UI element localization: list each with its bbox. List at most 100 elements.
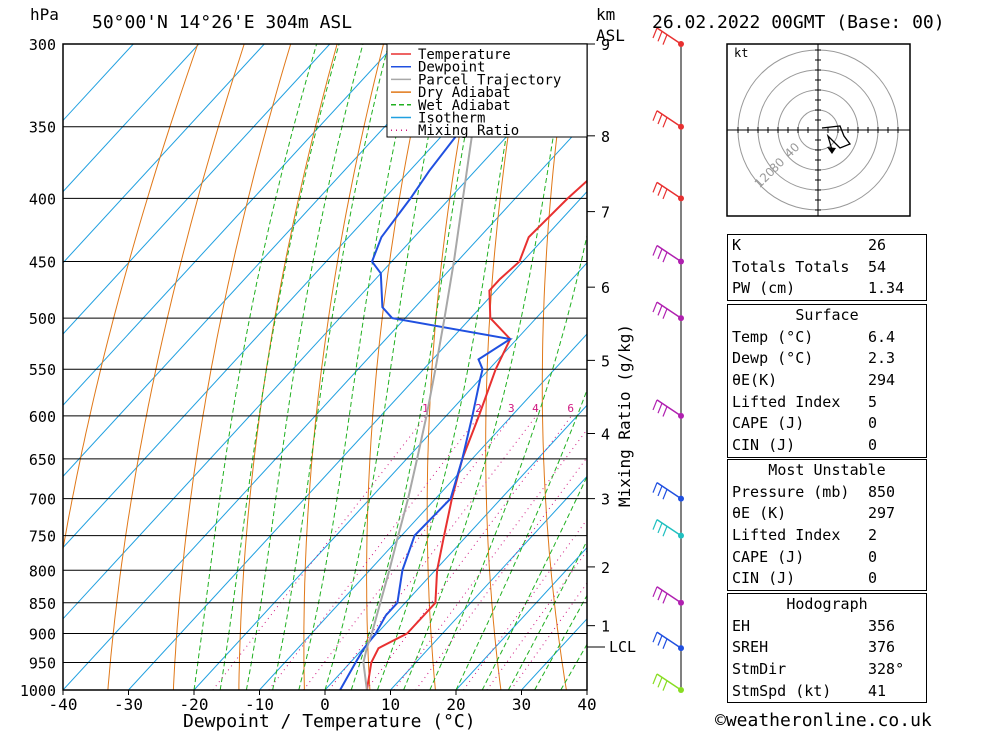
copyright-footer: ©weatheronline.co.uk bbox=[715, 710, 932, 731]
hodograph-arrow bbox=[827, 147, 836, 154]
height-tick-label: 5 bbox=[601, 352, 610, 370]
stat-value: 376 bbox=[868, 638, 896, 657]
stat-value: 26 bbox=[868, 236, 887, 254]
isotherm-line bbox=[455, 546, 587, 690]
stat-value: 356 bbox=[868, 616, 896, 635]
wind-barb-flag bbox=[662, 526, 668, 537]
x-axis-title: Dewpoint / Temperature (°C) bbox=[183, 711, 476, 732]
height-tick-label: 6 bbox=[601, 279, 610, 297]
surface-table: Surface Temp (°C) 6.4 Dewp (°C) 2.3 θE(K) 294 L… bbox=[727, 304, 927, 458]
hodograph-table: Hodograph EH 356 SREH 376 StmDir 328° StmSpd (k… bbox=[727, 593, 927, 704]
isotherm-line bbox=[63, 44, 134, 122]
wind-barb-flag bbox=[662, 117, 668, 128]
wind-barb bbox=[656, 301, 682, 319]
wind-barb-flag bbox=[662, 308, 668, 319]
plot-frame bbox=[62, 43, 588, 691]
legend-label: Parcel Trajectory bbox=[418, 72, 561, 88]
stat-label: CAPE (J) bbox=[732, 547, 805, 566]
indices-table: K 26 Totals Totals 54 PW (cm) 1.34 bbox=[727, 234, 927, 302]
stat-row: StmSpd (kt) 41 bbox=[728, 681, 926, 703]
stat-label: Totals Totals bbox=[732, 257, 850, 276]
stat-label: EH bbox=[732, 616, 751, 635]
stat-row: PW (cm) 1.34 bbox=[728, 278, 926, 300]
pressure-tick-label: 500 bbox=[29, 310, 56, 328]
isotherm-line bbox=[63, 48, 587, 620]
location-label: 50°00'N 14°26'E 304m ASL bbox=[92, 12, 352, 33]
mixing-ratio-line bbox=[393, 428, 587, 690]
stat-row: Lifted Index 5 bbox=[728, 392, 926, 414]
stat-value: 328° bbox=[868, 660, 905, 679]
mixing-ratio-label: 1 bbox=[422, 402, 429, 415]
isotherm-lines bbox=[63, 44, 587, 690]
x-tick-label: -40 bbox=[49, 695, 78, 714]
wet-adiabat-line bbox=[507, 539, 587, 690]
mixing-ratio-line bbox=[463, 518, 587, 690]
stat-row: Dewp (°C) 2.3 bbox=[728, 348, 926, 370]
mixing-ratio-label: 8 bbox=[593, 402, 600, 415]
wind-barb-flag bbox=[657, 402, 663, 414]
stat-label: PW (cm) bbox=[732, 279, 796, 298]
x-tick-label: -20 bbox=[180, 695, 209, 714]
isotherm-line bbox=[63, 44, 265, 264]
stat-row: K 26 bbox=[728, 235, 926, 257]
wind-barb bbox=[656, 110, 682, 128]
stat-row: CIN (J) 0 bbox=[728, 435, 926, 457]
stat-row: Temp (°C) 6.4 bbox=[728, 327, 926, 349]
wind-barb bbox=[656, 519, 682, 537]
x-tick-label: 40 bbox=[577, 695, 596, 714]
stat-label: θE (K) bbox=[732, 504, 787, 523]
stat-value: 0 bbox=[868, 414, 878, 433]
x-tick-label: -10 bbox=[245, 695, 274, 714]
stat-label: θE(K) bbox=[732, 371, 778, 390]
isotherm-line bbox=[128, 190, 587, 690]
series-temperature bbox=[365, 179, 587, 690]
stat-row: CIN (J) 0 bbox=[728, 568, 926, 590]
wind-barb bbox=[656, 244, 682, 263]
wind-barb-flag bbox=[657, 305, 663, 316]
wind-barb bbox=[656, 181, 682, 199]
stat-value: 5 bbox=[868, 392, 878, 411]
stat-label: StmSpd (kt) bbox=[732, 681, 832, 700]
stat-value: 297 bbox=[868, 504, 896, 523]
dry-adiabat-line bbox=[987, 44, 1000, 690]
series-parcel-trajectory bbox=[362, 44, 488, 690]
stat-row: Pressure (mb) 850 bbox=[728, 482, 926, 504]
wind-barb-flag bbox=[652, 182, 658, 193]
pressure-tick-label: 800 bbox=[29, 562, 56, 580]
pressure-tick-label: 650 bbox=[29, 451, 56, 469]
wind-barb bbox=[656, 631, 682, 649]
stat-label: SREH bbox=[732, 638, 769, 657]
dry-adiabat-line bbox=[172, 44, 292, 690]
pressure-tick-label: 700 bbox=[29, 491, 56, 509]
pressure-tick-label: 550 bbox=[29, 361, 56, 379]
wind-barb-flag bbox=[652, 245, 658, 256]
axes-labels: 3003504004505005506006507007508008509009… bbox=[20, 36, 610, 714]
mixing-ratio-label: 3 bbox=[508, 402, 515, 415]
wet-adiabat-line bbox=[350, 44, 484, 690]
wind-barb-flag bbox=[657, 485, 663, 497]
mixing-ratio-line bbox=[510, 582, 587, 690]
wind-barb-flag bbox=[657, 635, 663, 646]
stat-label: Dewp (°C) bbox=[732, 349, 814, 368]
mixing-ratio-line bbox=[486, 550, 587, 690]
mixing-ratio-label: 6 bbox=[567, 402, 574, 415]
stat-row: θE(K) 294 bbox=[728, 370, 926, 392]
mixing-ratio-line bbox=[328, 415, 537, 690]
x-tick-label: 10 bbox=[381, 695, 400, 714]
hodograph-trace bbox=[821, 125, 852, 151]
wind-barb-flag bbox=[657, 185, 663, 196]
wind-barb bbox=[656, 673, 682, 691]
mixing-ratio-line bbox=[415, 456, 587, 690]
height-tick-label: 7 bbox=[601, 204, 610, 222]
stat-row: EH 356 bbox=[728, 616, 926, 638]
dry-adiabat-line bbox=[650, 44, 697, 690]
isotherm-line bbox=[324, 404, 587, 690]
legend-label: Wet Adiabat bbox=[418, 98, 511, 114]
stat-value: 0 bbox=[868, 547, 878, 566]
pressure-tick-label: 350 bbox=[29, 119, 56, 137]
lcl-label: LCL bbox=[609, 638, 636, 656]
legend-label: Isotherm bbox=[418, 111, 485, 127]
stat-row: Lifted Index 2 bbox=[728, 525, 926, 547]
